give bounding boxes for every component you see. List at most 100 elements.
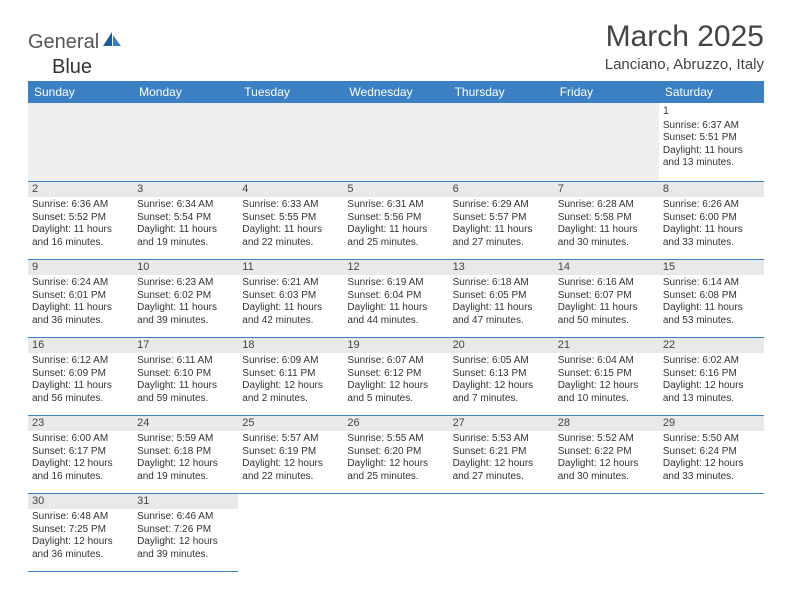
calendar-cell: 15Sunrise: 6:14 AMSunset: 6:08 PMDayligh… [659,259,764,337]
day-info-line: Sunrise: 6:33 AM [242,199,339,212]
calendar-cell: 11Sunrise: 6:21 AMSunset: 6:03 PMDayligh… [238,259,343,337]
day-info-line: Daylight: 11 hours [453,302,550,315]
page-title: March 2025 [605,20,764,54]
day-number: 23 [28,416,133,432]
calendar-cell [238,103,343,181]
calendar-cell: 28Sunrise: 5:52 AMSunset: 6:22 PMDayligh… [554,415,659,493]
day-info-line: Sunrise: 6:26 AM [663,199,760,212]
header: General March 2025 Lanciano, Abruzzo, It… [28,20,764,73]
day-info-line: Sunset: 6:05 PM [453,290,550,303]
calendar-table: SundayMondayTuesdayWednesdayThursdayFrid… [28,81,764,572]
day-info-line: Sunrise: 6:18 AM [453,277,550,290]
day-number: 10 [133,260,238,276]
day-info-line: Daylight: 11 hours [347,224,444,237]
day-info-line: Daylight: 11 hours [32,224,129,237]
weekday-row: SundayMondayTuesdayWednesdayThursdayFrid… [28,81,764,103]
day-info-line: Sunrise: 6:00 AM [32,433,129,446]
day-number: 17 [133,338,238,354]
day-info-line: and 10 minutes. [558,393,655,406]
day-info-line: Sunrise: 5:59 AM [137,433,234,446]
day-info-line: Sunset: 6:18 PM [137,446,234,459]
calendar-cell: 16Sunrise: 6:12 AMSunset: 6:09 PMDayligh… [28,337,133,415]
calendar-row: 1Sunrise: 6:37 AMSunset: 5:51 PMDaylight… [28,103,764,181]
day-info-line: and 36 minutes. [32,315,129,328]
day-info-line: and 33 minutes. [663,471,760,484]
day-info-line: Sunset: 6:08 PM [663,290,760,303]
day-info-line: Sunrise: 6:14 AM [663,277,760,290]
day-info-line: Daylight: 11 hours [242,224,339,237]
day-info-line: Daylight: 11 hours [347,302,444,315]
day-info-line: Sunrise: 6:37 AM [663,120,760,133]
day-info-line: Sunset: 6:03 PM [242,290,339,303]
day-info-line: Daylight: 12 hours [347,380,444,393]
day-info-line: Sunrise: 6:07 AM [347,355,444,368]
day-number: 5 [343,182,448,198]
calendar-cell: 24Sunrise: 5:59 AMSunset: 6:18 PMDayligh… [133,415,238,493]
day-info-line: Daylight: 12 hours [453,458,550,471]
day-info-line: Sunset: 6:20 PM [347,446,444,459]
calendar-cell: 31Sunrise: 6:46 AMSunset: 7:26 PMDayligh… [133,493,238,571]
calendar-cell [449,493,554,571]
day-info-line: and 22 minutes. [242,471,339,484]
day-info-line: Daylight: 11 hours [453,224,550,237]
day-info-line: and 30 minutes. [558,471,655,484]
day-info-line: and 39 minutes. [137,315,234,328]
day-number: 7 [554,182,659,198]
day-info-line: Sunset: 6:07 PM [558,290,655,303]
day-info-line: and 7 minutes. [453,393,550,406]
location-text: Lanciano, Abruzzo, Italy [605,56,764,73]
day-info-line: Sunrise: 6:02 AM [663,355,760,368]
title-block: March 2025 Lanciano, Abruzzo, Italy [605,20,764,73]
day-number: 3 [133,182,238,198]
weekday-header: Thursday [449,81,554,103]
calendar-cell: 21Sunrise: 6:04 AMSunset: 6:15 PMDayligh… [554,337,659,415]
day-info-line: Daylight: 12 hours [242,458,339,471]
day-info-line: Sunrise: 6:29 AM [453,199,550,212]
day-info-line: Sunset: 6:21 PM [453,446,550,459]
weekday-header: Wednesday [343,81,448,103]
day-info-line: Daylight: 11 hours [32,302,129,315]
day-info-line: Sunset: 6:02 PM [137,290,234,303]
day-info-line: and 16 minutes. [32,237,129,250]
calendar-row: 9Sunrise: 6:24 AMSunset: 6:01 PMDaylight… [28,259,764,337]
day-info-line: Sunrise: 5:52 AM [558,433,655,446]
day-info-line: and 25 minutes. [347,237,444,250]
day-info-line: Daylight: 11 hours [32,380,129,393]
day-info-line: Daylight: 12 hours [558,458,655,471]
calendar-cell: 20Sunrise: 6:05 AMSunset: 6:13 PMDayligh… [449,337,554,415]
calendar-cell: 6Sunrise: 6:29 AMSunset: 5:57 PMDaylight… [449,181,554,259]
day-info-line: Sunrise: 6:11 AM [137,355,234,368]
day-info-line: Sunrise: 6:05 AM [453,355,550,368]
day-number: 30 [28,494,133,510]
day-info-line: Sunrise: 6:16 AM [558,277,655,290]
calendar-cell [28,103,133,181]
day-info-line: Sunrise: 6:19 AM [347,277,444,290]
day-info-line: and 47 minutes. [453,315,550,328]
calendar-cell: 27Sunrise: 5:53 AMSunset: 6:21 PMDayligh… [449,415,554,493]
calendar-cell: 9Sunrise: 6:24 AMSunset: 6:01 PMDaylight… [28,259,133,337]
day-info-line: Sunrise: 6:31 AM [347,199,444,212]
day-number: 31 [133,494,238,510]
day-number: 27 [449,416,554,432]
calendar-cell: 19Sunrise: 6:07 AMSunset: 6:12 PMDayligh… [343,337,448,415]
day-info-line: and 56 minutes. [32,393,129,406]
day-info-line: and 59 minutes. [137,393,234,406]
calendar-head: SundayMondayTuesdayWednesdayThursdayFrid… [28,81,764,103]
day-info-line: Daylight: 12 hours [137,536,234,549]
day-info-line: Daylight: 12 hours [663,380,760,393]
day-info-line: Sunset: 6:22 PM [558,446,655,459]
calendar-cell: 17Sunrise: 6:11 AMSunset: 6:10 PMDayligh… [133,337,238,415]
calendar-cell [133,103,238,181]
day-info-line: Sunrise: 6:48 AM [32,511,129,524]
sail-icon [101,30,123,54]
day-info-line: and 22 minutes. [242,237,339,250]
day-info-line: Sunset: 5:57 PM [453,212,550,225]
day-number: 15 [659,260,764,276]
calendar-cell: 29Sunrise: 5:50 AMSunset: 6:24 PMDayligh… [659,415,764,493]
day-info-line: Sunrise: 6:46 AM [137,511,234,524]
day-info-line: Sunset: 6:13 PM [453,368,550,381]
day-info-line: Daylight: 11 hours [137,224,234,237]
day-info-line: and 13 minutes. [663,157,760,170]
calendar-cell: 13Sunrise: 6:18 AMSunset: 6:05 PMDayligh… [449,259,554,337]
day-info-line: Sunset: 6:16 PM [663,368,760,381]
